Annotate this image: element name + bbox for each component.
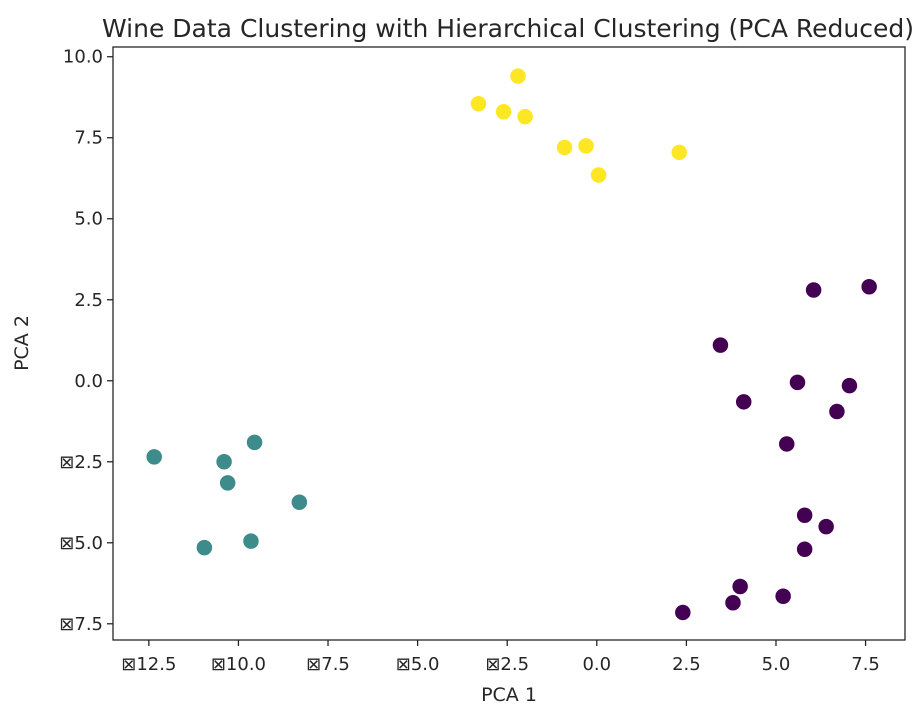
data-point <box>777 434 796 454</box>
data-point <box>144 447 164 467</box>
x-tick-label: 5.0 <box>762 654 791 675</box>
y-tick-label: 2.5 <box>74 290 103 311</box>
y-axis-label: PCA 2 <box>11 315 33 371</box>
data-point <box>795 505 814 525</box>
data-point <box>589 165 608 185</box>
x-tick-label: ⊠5.0 <box>396 654 440 675</box>
x-tick-label: 7.5 <box>851 654 880 675</box>
data-point <box>840 376 859 395</box>
y-tick-label: ⊠7.5 <box>59 614 103 635</box>
y-tick-label: 7.5 <box>74 128 103 149</box>
data-point <box>245 433 264 452</box>
chart-title: Wine Data Clustering with Hierarchical C… <box>102 14 914 43</box>
data-point <box>804 280 823 300</box>
x-axis-label: PCA 1 <box>481 684 537 706</box>
data-point <box>673 603 693 622</box>
data-point <box>827 402 847 421</box>
points-layer <box>144 66 879 622</box>
data-point <box>795 540 814 559</box>
x-tick-label: 0.0 <box>582 654 611 675</box>
data-point <box>555 138 574 157</box>
y-tick-label: 10.0 <box>63 47 103 68</box>
y-tick-label: ⊠2.5 <box>59 452 103 473</box>
data-point <box>576 136 596 156</box>
data-point <box>218 473 237 493</box>
y-axis: 10.0 7.5 5.0 2.5 0.0 ⊠2.5 ⊠5.0 ⊠7.5 <box>59 47 113 635</box>
y-tick-label: ⊠5.0 <box>59 533 103 554</box>
data-point <box>734 392 753 412</box>
data-point <box>214 452 234 472</box>
data-point <box>711 335 730 355</box>
y-tick-label: 5.0 <box>74 209 103 230</box>
x-tick-label: ⊠2.5 <box>485 654 529 675</box>
data-point <box>290 493 309 512</box>
data-point <box>469 94 488 113</box>
data-point <box>788 373 807 392</box>
x-tick-label: 2.5 <box>672 654 701 675</box>
data-point <box>241 531 261 551</box>
data-point <box>859 277 879 297</box>
data-point <box>730 577 750 596</box>
data-point <box>515 107 535 126</box>
x-tick-label: ⊠10.0 <box>211 654 266 675</box>
x-tick-label: ⊠7.5 <box>306 654 350 675</box>
data-point <box>816 517 836 536</box>
data-point <box>195 538 214 557</box>
plot-frame <box>112 46 906 641</box>
x-axis: ⊠12.5 ⊠10.0 ⊠7.5 ⊠5.0 ⊠2.5 0.0 2.5 5.0 7.5 <box>121 640 880 675</box>
y-tick-label: 0.0 <box>74 371 103 392</box>
data-point <box>669 143 689 162</box>
data-point <box>723 593 743 612</box>
data-point <box>494 102 513 122</box>
data-point <box>508 66 528 86</box>
data-point <box>773 587 793 606</box>
x-tick-label: ⊠12.5 <box>121 654 176 675</box>
